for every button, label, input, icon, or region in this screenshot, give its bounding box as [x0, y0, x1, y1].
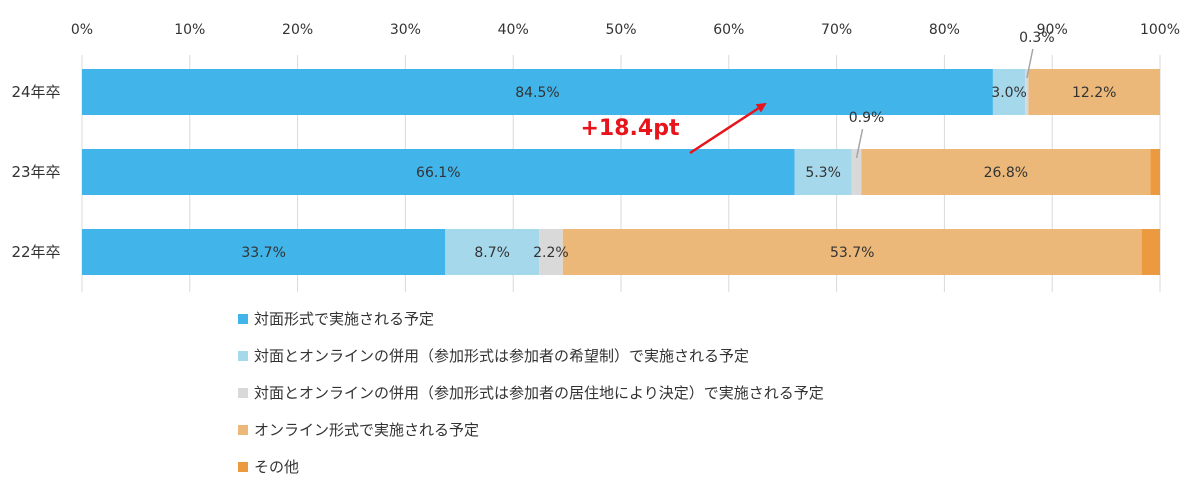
x-tick-label: 90% [1037, 22, 1068, 38]
category-labels: 24年卒 23年卒 22年卒 [11, 83, 60, 261]
bar-segment [82, 149, 795, 195]
bar-segment [1028, 69, 1160, 115]
segment-label: 3.0% [991, 85, 1027, 101]
legend-swatch [238, 387, 248, 398]
delta-annotation: +18.4pt [581, 102, 767, 155]
x-tick-label: 50% [605, 22, 636, 38]
delta-label: +18.4pt [581, 116, 680, 141]
segment-label: 33.7% [241, 245, 285, 261]
legend-item: 対面とオンラインの併用（参加形式は参加者の希望制）で実施される予定 [238, 337, 824, 374]
segment-label: 8.7% [474, 245, 510, 261]
x-tick-label: 100% [1140, 22, 1180, 38]
legend-label: その他 [254, 458, 300, 476]
bar-segment [82, 69, 993, 115]
x-tick-label: 80% [929, 22, 960, 38]
legend-swatch [238, 424, 248, 435]
bar-segment [82, 229, 446, 275]
segment-label: 26.8% [984, 165, 1028, 181]
segment-labels: 84.5% 3.0% 12.2% 66.1% 5.3% 26.8% 33.7% 8.7% 2.2… [241, 85, 1116, 261]
bar-segment [794, 149, 852, 195]
bar-segment [1150, 149, 1160, 195]
segment-label: 53.7% [830, 245, 874, 261]
segment-label: 66.1% [416, 165, 460, 181]
legend-label: 対面とオンラインの併用（参加形式は参加者の居住地により決定）で実施される予定 [254, 384, 824, 402]
segment-label: 84.5% [515, 85, 559, 101]
bar-segment [992, 69, 1026, 115]
category-label: 23年卒 [11, 163, 60, 181]
bar-segment [861, 149, 1151, 195]
bar-segment [562, 229, 1142, 275]
bar-segment [851, 149, 862, 195]
legend-item: 対面形式で実施される予定 [238, 300, 824, 337]
bar-segments [82, 69, 1160, 275]
x-tick-label: 40% [498, 22, 529, 38]
legend-label: 対面形式で実施される予定 [254, 310, 435, 328]
callout-label: 0.9% [849, 110, 885, 126]
legend-swatch [238, 350, 248, 361]
bar-segment [445, 229, 540, 275]
legend-swatch [238, 313, 248, 324]
legend-item: 対面とオンラインの併用（参加形式は参加者の居住地により決定）で実施される予定 [238, 374, 824, 411]
x-tick-label: 0% [71, 22, 93, 38]
callout-leader-line [1026, 48, 1034, 79]
x-tick-label: 60% [713, 22, 744, 38]
stacked-bar-chart: 84.5% 3.0% 12.2% 66.1% 5.3% 26.8% 33.7% 8.7% 2.2… [11, 22, 1180, 292]
x-tick-label: 20% [282, 22, 313, 38]
bar-segment [1141, 229, 1160, 275]
category-label: 24年卒 [11, 83, 60, 101]
callout-label: 0.3% [1019, 30, 1055, 46]
callout-leader-line [855, 128, 864, 159]
legend-item: その他 [238, 448, 824, 485]
category-label: 22年卒 [11, 243, 60, 261]
delta-arrow [689, 102, 767, 155]
legend-swatch [238, 461, 248, 472]
segment-label: 2.2% [533, 245, 569, 261]
bar-segment [539, 229, 563, 275]
legend: 対面形式で実施される予定対面とオンラインの併用（参加形式は参加者の希望制）で実施… [238, 300, 824, 485]
x-tick-label: 70% [821, 22, 852, 38]
legend-label: オンライン形式で実施される予定 [254, 421, 480, 439]
legend-item: オンライン形式で実施される予定 [238, 411, 824, 448]
x-tick-label: 30% [390, 22, 421, 38]
segment-label: 12.2% [1072, 85, 1116, 101]
small-value-callouts: 0.3% 0.9% [849, 30, 1055, 159]
segment-label: 5.3% [805, 165, 841, 181]
bar-segment [1025, 69, 1029, 115]
x-axis-tick-labels: 0% 10% 20% 30% 40% 50% 60% 70% 80% 90% 100% [71, 22, 1180, 38]
legend-label: 対面とオンラインの併用（参加形式は参加者の希望制）で実施される予定 [254, 347, 750, 365]
x-tick-label: 10% [174, 22, 205, 38]
